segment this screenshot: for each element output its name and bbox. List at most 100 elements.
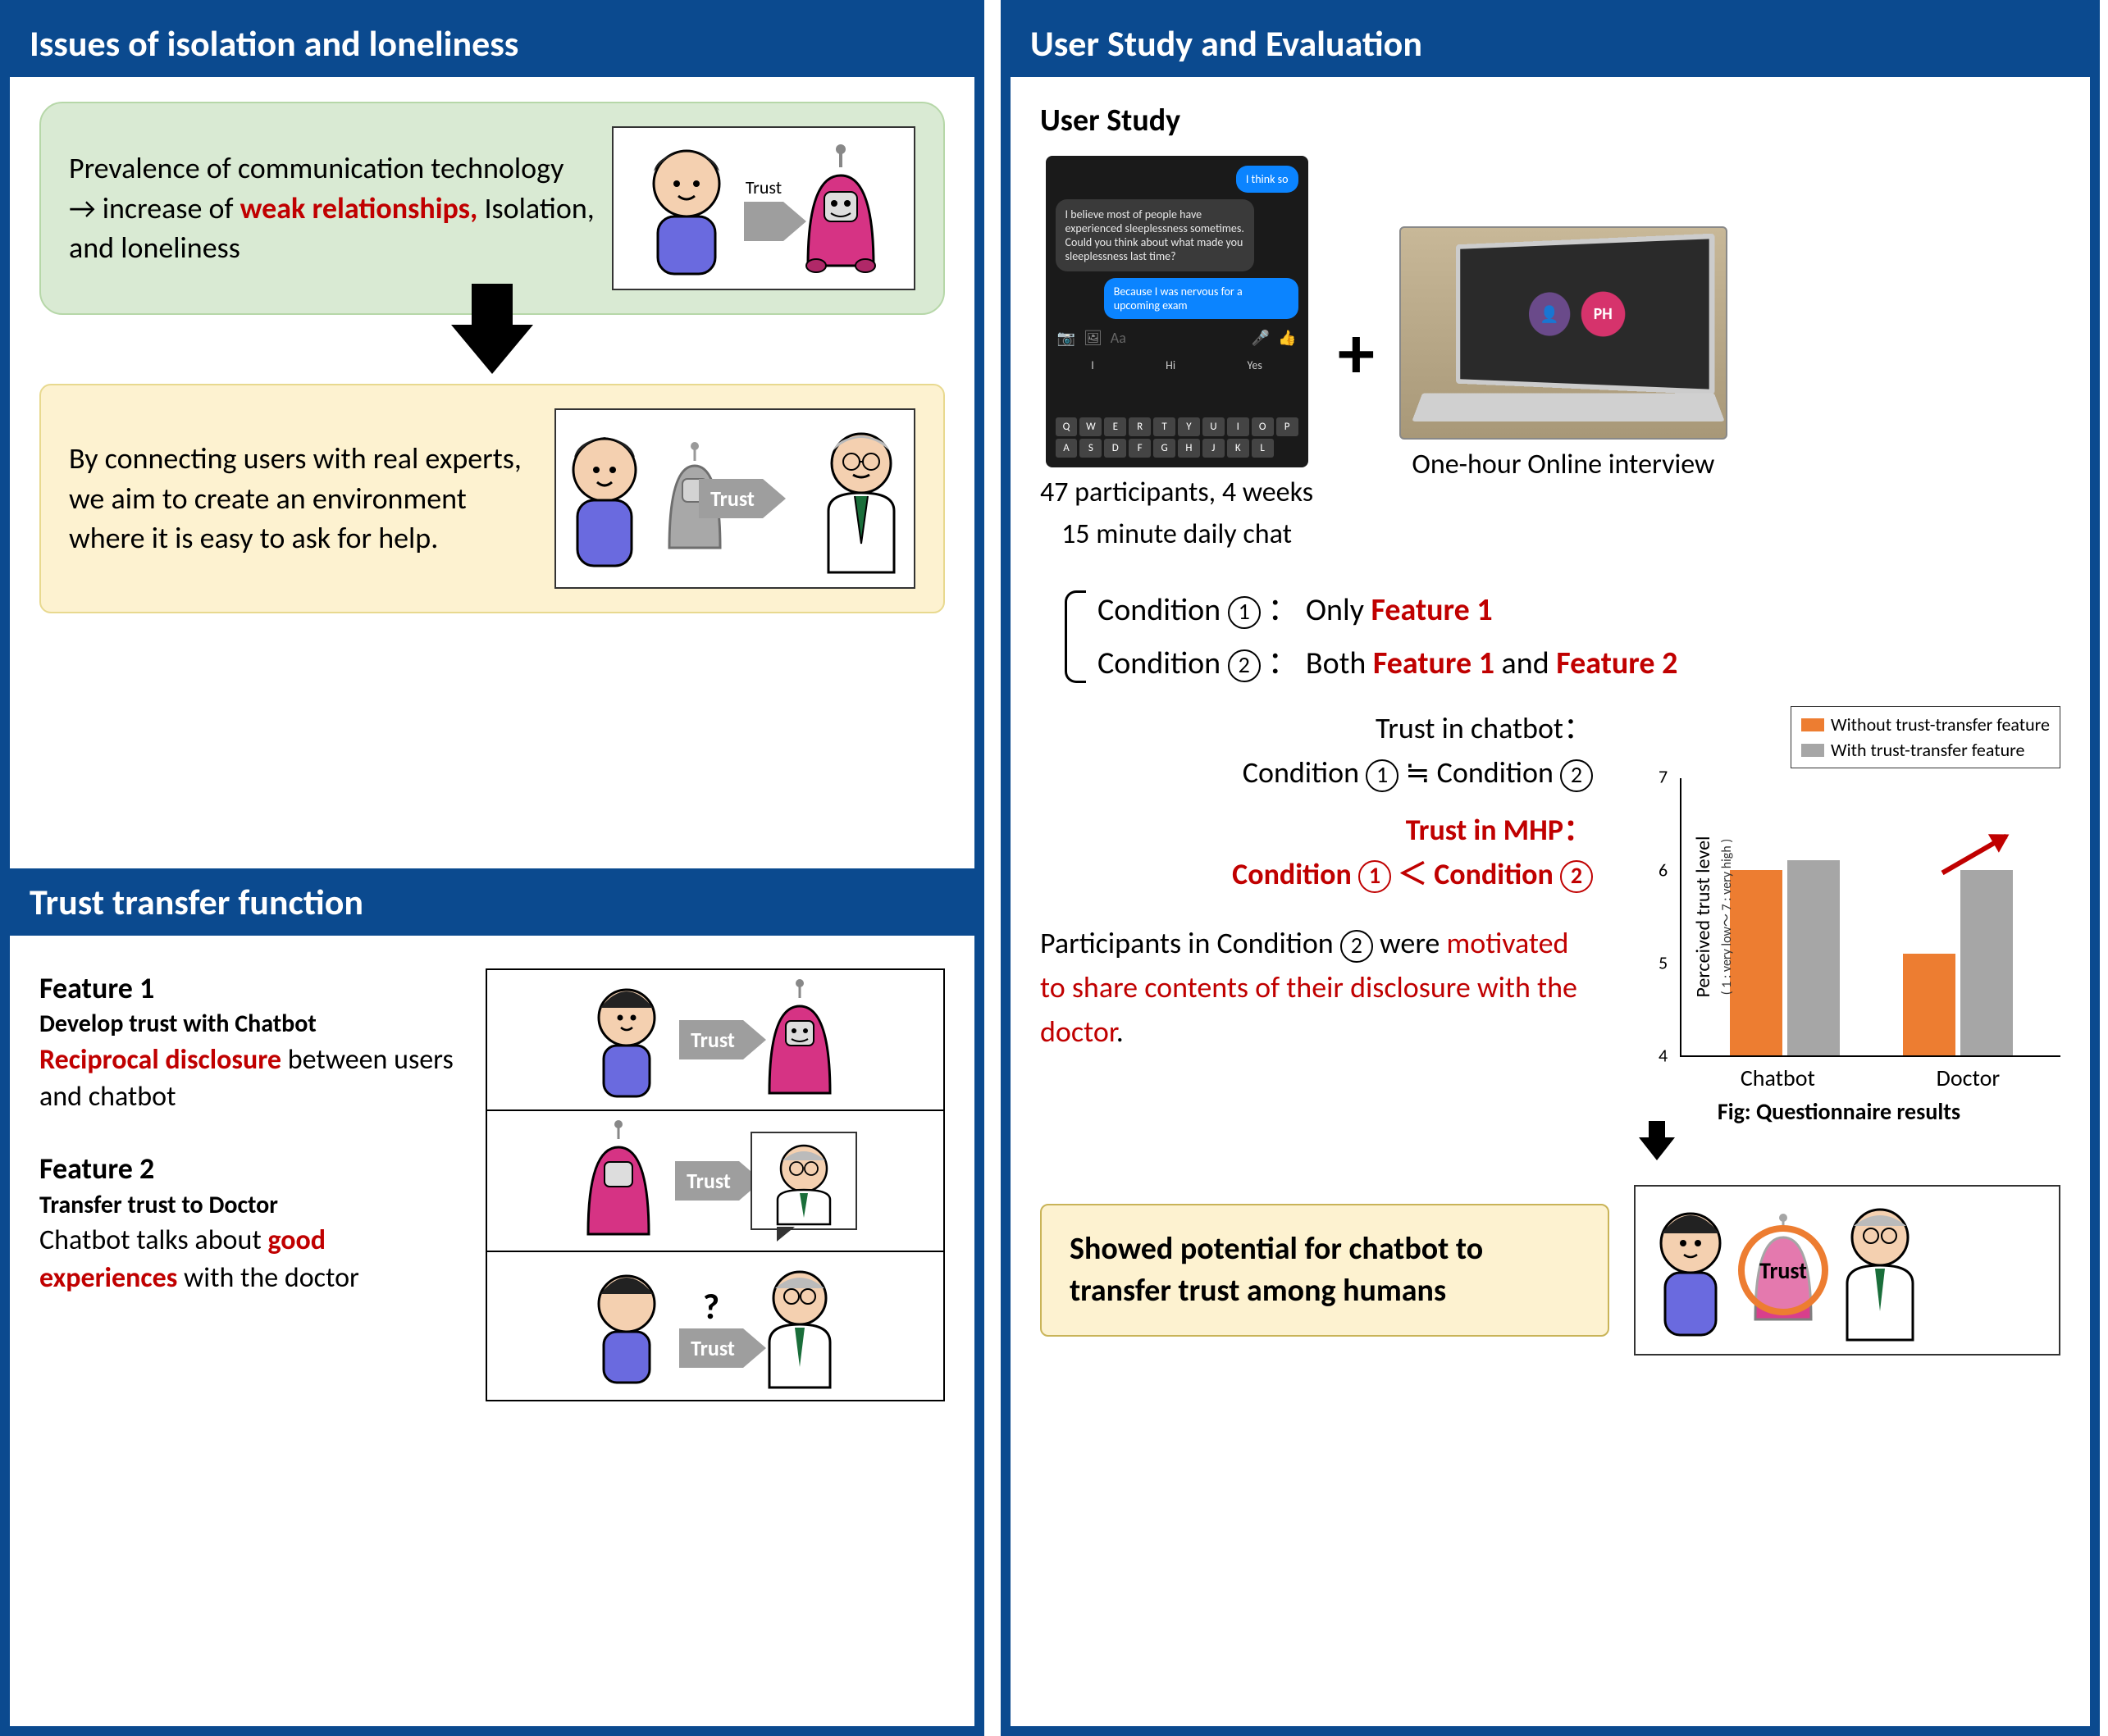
cond-text: ： Only <box>1261 591 1371 629</box>
conclusion-box: Showed potential for chatbot to transfer… <box>1040 1204 1609 1337</box>
key: E <box>1104 417 1126 436</box>
bar <box>1903 954 1955 1056</box>
y-tick: 6 <box>1659 859 1668 881</box>
photo-icon: 🖼 <box>1084 329 1102 347</box>
feature2-title: Feature 2 <box>39 1149 461 1189</box>
person-icon <box>1645 1201 1736 1340</box>
word-suggest: Yes <box>1248 358 1262 372</box>
key: I <box>1227 417 1249 436</box>
key: H <box>1178 439 1200 458</box>
chat-bubble: I think so <box>1236 166 1298 193</box>
issues-header: Issues of isolation and loneliness <box>10 10 974 77</box>
key: D <box>1104 439 1126 458</box>
trust-transfer-body: Feature 1 Develop trust with Chatbot Rec… <box>10 936 974 1727</box>
issues-box1-red: weak relationships, <box>240 190 478 226</box>
person-icon <box>637 139 736 278</box>
trust-circle: Trust <box>1738 1225 1828 1315</box>
key: S <box>1079 439 1102 458</box>
y-axis-sublabel: ( 1 : very low～ 7 : very high ) <box>1715 839 1735 995</box>
doctor-icon <box>1831 1196 1929 1344</box>
user-study-subheading: User Study <box>1040 102 2060 139</box>
feature-illustration-stack: Trust Trust <box>486 968 945 1401</box>
down-arrow-icon <box>1639 1137 1675 1160</box>
trust-label: Trust <box>746 176 782 198</box>
phone-mockup: I think so I believe most of people have… <box>1046 156 1308 467</box>
key: L <box>1252 439 1274 458</box>
laptop-mockup: 👤 PH <box>1399 226 1727 440</box>
laptop-caption: One-hour Online interview <box>1412 448 1714 481</box>
key: T <box>1153 417 1175 436</box>
legend-swatch-gray <box>1801 744 1824 757</box>
cond-text: ： Both <box>1261 645 1373 682</box>
results-text: Trust in chatbot： Condition 1 ≒ Conditio… <box>1040 706 1593 1054</box>
bar-group <box>1730 860 1840 1055</box>
illus-row-1: Trust <box>487 970 943 1111</box>
key: G <box>1153 439 1175 458</box>
robot-icon <box>573 1119 664 1242</box>
avatar-icon: PH <box>1581 291 1626 337</box>
plus-icon: + <box>1338 308 1375 399</box>
feature2-sub: Transfer trust to Doctor <box>39 1189 461 1223</box>
x-label: Chatbot <box>1741 1064 1815 1092</box>
person-icon <box>586 978 668 1101</box>
issues-box2-illustration: Trust <box>554 408 915 589</box>
issues-box2-text: By connecting users with real experts, w… <box>69 439 538 558</box>
person-icon <box>586 1264 668 1387</box>
chart-legend: Without trust-transfer feature With trus… <box>1791 706 2060 768</box>
issues-box-2: By connecting users with real experts, w… <box>39 384 945 613</box>
issues-body: Prevalence of communication technology →… <box>10 77 974 868</box>
results-l2: Condition 1 ≒ Condition 2 <box>1040 750 1593 795</box>
y-tick: 7 <box>1659 766 1668 788</box>
results-l3: Trust in MHP： <box>1040 808 1593 852</box>
cond-red: Feature 1 <box>1371 591 1493 629</box>
features-text: Feature 1 Develop trust with Chatbot Rec… <box>39 968 461 1298</box>
phone-word-row: I Hi Yes <box>1056 357 1298 374</box>
condition-2: Condition 2 ： Both Feature 1 and Feature… <box>1097 637 2060 690</box>
results-l5: Participants in Condition 2 were motivat… <box>1040 921 1593 1054</box>
key: J <box>1202 439 1225 458</box>
feature2-post: with the doctor <box>177 1261 359 1295</box>
illus-row-2: Trust <box>487 1111 943 1252</box>
doctor-icon <box>755 1260 845 1392</box>
trust-label: Trust <box>691 1335 735 1361</box>
key: F <box>1129 439 1151 458</box>
down-arrow-icon <box>451 325 533 374</box>
results-l4: Condition 1 ＜ Condition 2 <box>1040 852 1593 896</box>
trust-arrow-labeled: Trust <box>699 479 763 518</box>
phone-caption-l2: 15 minute daily chat <box>1061 517 1292 551</box>
y-tick: 4 <box>1659 1045 1668 1067</box>
like-icon: 👍 <box>1278 329 1296 347</box>
illus-row-3: ? Trust <box>487 1252 943 1400</box>
key: R <box>1129 417 1151 436</box>
robot-icon <box>792 143 890 274</box>
circled-number: 2 <box>1228 649 1261 682</box>
key: W <box>1079 417 1102 436</box>
condition-1: Condition 1 ： Only Feature 1 <box>1097 584 2060 637</box>
key: O <box>1252 417 1274 436</box>
feature1-sub: Develop trust with Chatbot <box>39 1008 461 1041</box>
fig-caption: Fig: Questionnaire results <box>1618 1097 2060 1126</box>
results-l1: Trust in chatbot： <box>1040 706 1593 750</box>
cond-text: Condition <box>1097 591 1228 629</box>
bar <box>1960 870 2013 1056</box>
key: U <box>1202 417 1225 436</box>
user-study-header: User Study and Evaluation <box>1011 10 2090 77</box>
trust-arrow-labeled: Trust <box>679 1020 743 1059</box>
brace-icon <box>1065 590 1086 683</box>
x-axis-labels: Chatbot Doctor <box>1680 1064 2060 1092</box>
phone-toolbar: 📷 🖼 Aa 🎤 👍 <box>1056 326 1298 350</box>
chat-bubble: Because I was nervous for a upcoming exa… <box>1104 278 1298 319</box>
x-label: Doctor <box>1937 1064 2000 1092</box>
feature1-title: Feature 1 <box>39 968 461 1009</box>
cond-red: Feature 2 <box>1556 645 1677 682</box>
person-icon <box>559 425 650 572</box>
feature1-red: Reciprocal disclosure <box>39 1043 281 1077</box>
cond-text: Condition <box>1097 645 1228 682</box>
word-suggest: I <box>1091 358 1094 372</box>
issues-box-1: Prevalence of communication technology →… <box>39 102 945 315</box>
key: A <box>1056 439 1078 458</box>
camera-icon: 📷 <box>1057 329 1075 347</box>
key: Y <box>1178 417 1200 436</box>
legend-swatch-orange <box>1801 718 1824 731</box>
trust-arrow-labeled: Trust <box>675 1161 739 1201</box>
